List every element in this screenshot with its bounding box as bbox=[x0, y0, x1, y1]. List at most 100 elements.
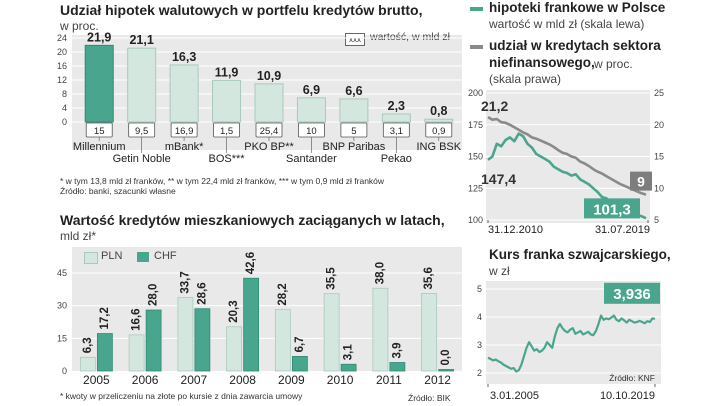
chart-b-bar bbox=[421, 293, 438, 372]
chart-a-box-value: 25,4 bbox=[260, 126, 279, 137]
chart-a-ytick: 0 bbox=[62, 117, 67, 127]
chart-d-ytick: 5 bbox=[477, 284, 482, 294]
chart-a-box-value: 0,9 bbox=[432, 126, 445, 137]
chart-c-left-tick: 125 bbox=[468, 183, 483, 193]
chart-b-title: Wartość kredytów mieszkaniowych zaciągan… bbox=[60, 212, 445, 228]
chart-d-ytick: 4 bbox=[477, 312, 482, 322]
chart-c-share-end-box bbox=[630, 171, 652, 191]
chart-a-value-label: 6,9 bbox=[303, 83, 320, 97]
chart-b-category-label: 2005 bbox=[83, 373, 110, 387]
chart-a-value-label: 21,1 bbox=[129, 33, 153, 47]
chart-a-category-label: Millennium bbox=[73, 141, 126, 153]
chart-b-value-label: 38,0 bbox=[374, 262, 386, 284]
chart-a-footnote: * w tym 13,8 mld zł franków, ** w tym 22… bbox=[60, 176, 385, 186]
chart-b-source: Źródło: BIK bbox=[408, 393, 451, 403]
chart-a-bar bbox=[424, 118, 454, 123]
chart-a-bar bbox=[84, 44, 114, 123]
chart-c-mortgage-end-box bbox=[584, 198, 640, 219]
chart-a-bar bbox=[212, 79, 242, 123]
chart-a-ytick: 12 bbox=[57, 75, 67, 85]
chart-a-category-label: mBank* bbox=[165, 141, 204, 153]
chart-a-value-label: 0,8 bbox=[430, 104, 447, 118]
chart-b-value-label: 33,7 bbox=[179, 271, 191, 293]
chart-b-value-label: 3,1 bbox=[343, 344, 355, 361]
chart-b-bar bbox=[177, 297, 194, 372]
legend-c1-sub: wartość w mld zł (skala lewa) bbox=[489, 17, 645, 31]
chart-b-bar bbox=[128, 334, 145, 372]
chart-b-bar bbox=[372, 287, 389, 372]
chart-b-bar bbox=[226, 326, 243, 372]
legend-pln-swatch bbox=[84, 252, 98, 264]
chart-d-ytick: 3 bbox=[477, 340, 482, 350]
chart-b-ytick: 15 bbox=[57, 333, 67, 343]
chart-b-category-label: 2006 bbox=[132, 373, 159, 387]
chart-a-value-label: 6,6 bbox=[345, 84, 362, 98]
chart-d-ytick: 2 bbox=[477, 368, 482, 378]
chart-c-mortgage-end-label: 101,3 bbox=[593, 201, 631, 218]
chart-d-x-end: 10.10.2019 bbox=[600, 390, 655, 402]
chart-b-bar bbox=[340, 363, 357, 372]
chart-a-bar bbox=[296, 97, 326, 123]
chart-a-value-label: 10,9 bbox=[257, 69, 281, 83]
chart-c-left-tick: 175 bbox=[468, 120, 483, 130]
chart-a-box-value: 1,5 bbox=[220, 126, 233, 137]
chart-b-ytick: 30 bbox=[57, 301, 67, 311]
chart-b-value-label: 3,9 bbox=[391, 343, 403, 359]
chart-a-source: Źródło: banki, szacunki własne bbox=[60, 186, 176, 196]
chart-a-bar bbox=[127, 47, 157, 123]
chart-a-category-label: Pekao bbox=[381, 153, 412, 165]
chart-c-x-end: 31.07.2019 bbox=[595, 224, 650, 236]
legend-chf-label: CHF bbox=[154, 250, 177, 262]
chart-a-box-value: 5 bbox=[351, 126, 356, 137]
chart-b-value-label: 42,6 bbox=[245, 252, 257, 274]
chart-b-value-label: 17,2 bbox=[99, 307, 111, 329]
chart-a-category-label: PKO BP** bbox=[244, 141, 294, 153]
chart-b-category-label: 2012 bbox=[424, 373, 451, 387]
chart-a-ytick: 20 bbox=[57, 47, 67, 57]
chart-a-bar bbox=[254, 83, 284, 123]
legend-c2-title-b: niefinansowego, bbox=[489, 55, 595, 70]
chart-a-value-label: 11,9 bbox=[215, 65, 239, 79]
chart-c-right-tick: 5 bbox=[654, 215, 659, 225]
chart-a-legend-box: xxx bbox=[345, 33, 365, 46]
chart-b-bar bbox=[194, 308, 211, 372]
chart-a-bar bbox=[381, 113, 411, 123]
chart-b-subtitle: mld zł* bbox=[60, 229, 97, 243]
chart-c-x-start: 31.12.2010 bbox=[488, 224, 543, 236]
chart-b-bar bbox=[274, 309, 291, 372]
chart-c-right-tick: 15 bbox=[654, 152, 664, 162]
legend-c2-sub-b: (skala prawa) bbox=[489, 72, 562, 86]
chart-a-category-label: Getin Noble bbox=[113, 153, 171, 165]
chart-b-ytick: 0 bbox=[62, 366, 67, 376]
chart-b-value-label: 28,6 bbox=[196, 282, 208, 304]
chart-a-box-value: 3,1 bbox=[390, 126, 403, 137]
chart-c-share-end-label: 9 bbox=[637, 174, 645, 190]
chart-b-bar bbox=[438, 369, 455, 372]
chart-b-category-label: 2011 bbox=[376, 373, 402, 387]
chart-b-value-label: 6,7 bbox=[294, 336, 306, 352]
chart-a-value-label: 2,3 bbox=[388, 99, 405, 113]
chart-a-legend-label: wartość, w mld zł bbox=[370, 31, 450, 43]
legend-c1-swatch bbox=[470, 7, 483, 11]
chart-d-line bbox=[487, 314, 656, 373]
chart-a-value-label: 21,9 bbox=[87, 30, 111, 44]
chart-a-box-value: 15 bbox=[94, 126, 105, 137]
chart-c-left-tick: 150 bbox=[468, 152, 483, 162]
chart-a-category-label: ING BSK bbox=[416, 141, 461, 153]
chart-a-ytick: 16 bbox=[57, 61, 67, 71]
chart-d-title: Kurs franka szwajcarskiego, bbox=[489, 247, 671, 262]
chart-a-ytick: 4 bbox=[62, 103, 67, 113]
chart-c-share-start-label: 21,2 bbox=[481, 98, 508, 114]
chart-b-bar bbox=[291, 356, 308, 372]
chart-d-subtitle: w zł bbox=[489, 264, 510, 278]
chart-b-value-label: 28,2 bbox=[277, 283, 289, 305]
chart-b-value-label: 35,5 bbox=[326, 267, 338, 290]
chart-b-category-label: 2007 bbox=[181, 373, 208, 387]
chart-a-category-label: BOS*** bbox=[209, 153, 246, 165]
chart-a-category-label: Santander bbox=[286, 153, 337, 165]
chart-b-bar bbox=[323, 293, 340, 372]
legend-c2-sub-a: w proc. bbox=[594, 57, 633, 71]
